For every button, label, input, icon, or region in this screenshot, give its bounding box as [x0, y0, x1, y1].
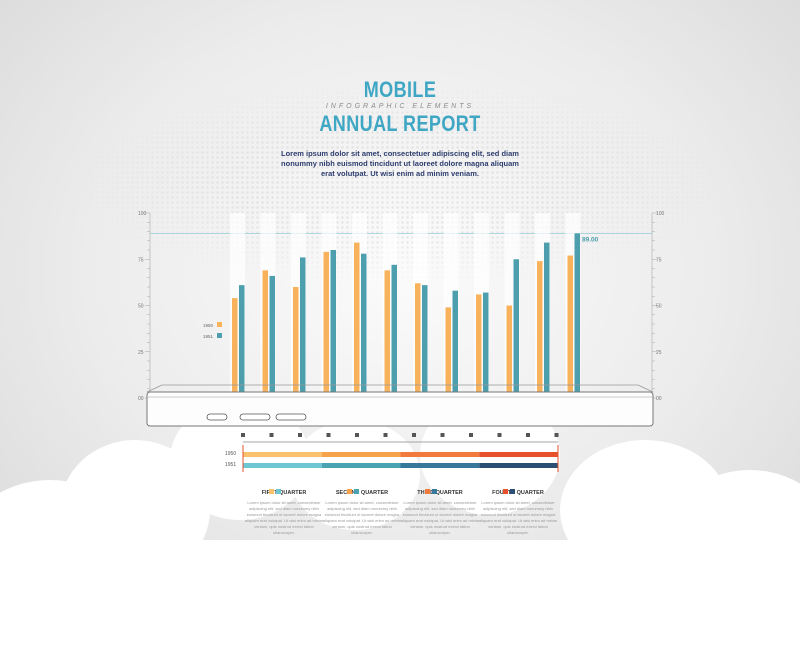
- y-tick-label: 25: [656, 350, 662, 356]
- quarter-second: SECOND QUARTER Lorem ipsum dolor sit ame…: [322, 489, 402, 536]
- timeline-tick: [326, 433, 331, 437]
- bar-1951-jun: [391, 264, 397, 398]
- timeline: [241, 433, 559, 472]
- quarter-text: Lorem ipsum dolor sit amet, consectetuer…: [244, 500, 324, 535]
- quarter-title: SECOND QUARTER: [335, 490, 389, 496]
- bar-chart: 100 75 50 25 00 100 75 50 25 00 JANFEBMARAPRMAYJU…: [138, 211, 665, 472]
- timeline-bar-segment: [243, 463, 322, 468]
- bar-1951-mar: [300, 257, 306, 398]
- timeline-tick: [298, 433, 302, 437]
- timeline-tick: [269, 433, 274, 437]
- bar-1950-sep: [476, 294, 482, 398]
- bar-1950-jul: [415, 283, 421, 398]
- quarter-third: THIRD QUARTER Lorem ipsum dolor sit amet…: [400, 489, 480, 536]
- bar-1951-may: [361, 253, 367, 398]
- bar-1950-apr: [323, 251, 329, 398]
- bar-1951-jan: [239, 285, 245, 398]
- title-annual-report: ANNUAL REPORT: [319, 111, 481, 136]
- annotation-label: 89.00: [582, 236, 599, 243]
- bar-1951-aug: [452, 290, 458, 398]
- bar-1951-sep: [483, 292, 489, 398]
- y-tick-label: 75: [138, 257, 144, 263]
- quarter-text: Lorem ipsum dolor sit amet, consectetuer…: [400, 500, 480, 535]
- bar-1950-nov: [537, 261, 543, 398]
- y-tick-label: 00: [138, 396, 144, 402]
- phone-outline: [146, 384, 654, 427]
- bar-1950-aug: [445, 307, 451, 398]
- y-tick-label: 50: [656, 304, 662, 310]
- y-tick-label: 75: [656, 257, 662, 263]
- y-tick-label: 50: [138, 304, 144, 310]
- quarter-title: FIRST QUARTER: [261, 490, 307, 496]
- phone-port-icon: [206, 413, 228, 421]
- timeline-tick: [497, 433, 502, 437]
- bar-1950-jun: [384, 270, 390, 398]
- bar-1950-feb: [262, 270, 268, 398]
- timeline-tick: [241, 433, 245, 437]
- bar-1951-feb: [269, 275, 275, 398]
- timeline-row-label: 1951: [225, 462, 237, 468]
- timeline-tick: [526, 433, 530, 437]
- legend-swatch: [217, 322, 222, 327]
- quarter-title: FOURTH QUARTER: [492, 490, 544, 496]
- description-text: Lorem ipsum dolor sit amet, consectetuer…: [281, 149, 519, 178]
- bar-1950-oct: [506, 305, 512, 398]
- timeline-bar-segment: [479, 452, 558, 457]
- legend-label: 1950: [203, 323, 214, 328]
- bar-1950-may: [354, 242, 360, 398]
- timeline-bar-segment: [479, 463, 558, 468]
- quarter-first: FIRST QUARTER Lorem ipsum dolor sit amet…: [244, 489, 324, 536]
- quarter-title: THIRD QUARTER: [417, 490, 463, 496]
- legend-label: 1951: [203, 334, 214, 339]
- quarter-text: Lorem ipsum dolor sit amet, consectetuer…: [322, 500, 402, 535]
- timeline-bar-segment: [243, 452, 322, 457]
- timeline-tick: [554, 433, 559, 437]
- timeline-tick: [383, 433, 388, 437]
- bar-1951-oct: [513, 259, 519, 398]
- timeline-bar-segment: [321, 463, 401, 468]
- world-map-background: [30, 70, 770, 320]
- timeline-tick: [355, 433, 359, 437]
- y-tick-label: 100: [138, 211, 147, 217]
- title-mobile: MOBILE: [363, 77, 437, 102]
- quarter-text: Lorem ipsum dolor sit amet, consectetuer…: [478, 500, 558, 535]
- chart-bars: JANFEBMARAPRMAYJUNJULAUGSEPOCTNOVDEC89.0…: [203, 213, 599, 409]
- bar-1951-nov: [544, 242, 550, 398]
- title-subtitle: INFOGRAPHIC ELEMENTS: [325, 103, 475, 110]
- timeline-tick: [440, 433, 445, 437]
- bar-1950-jan: [232, 298, 238, 398]
- bar-1950-dec: [567, 255, 573, 398]
- legend-swatch: [217, 333, 222, 338]
- bar-1951-jul: [422, 285, 428, 398]
- timeline-bar-segment: [321, 452, 401, 457]
- timeline-row-label: 1950: [225, 451, 237, 457]
- y-tick-label: 100: [656, 211, 665, 217]
- phone-button-icon: [275, 413, 307, 421]
- timeline-bar-segment: [400, 463, 480, 468]
- y-tick-label: 00: [656, 396, 662, 402]
- timeline-tick: [412, 433, 416, 437]
- timeline-tick: [469, 433, 473, 437]
- title-block: MOBILE INFOGRAPHIC ELEMENTS ANNUAL REPOR…: [0, 78, 800, 136]
- bar-1950-mar: [293, 287, 299, 398]
- timeline-bar-segment: [400, 452, 480, 457]
- y-tick-label: 25: [138, 350, 144, 356]
- bar-1951-dec: [574, 233, 580, 398]
- quarter-fourth: FOURTH QUARTER Lorem ipsum dolor sit ame…: [478, 489, 558, 536]
- phone-button-icon: [239, 413, 271, 421]
- bar-1951-apr: [330, 250, 336, 398]
